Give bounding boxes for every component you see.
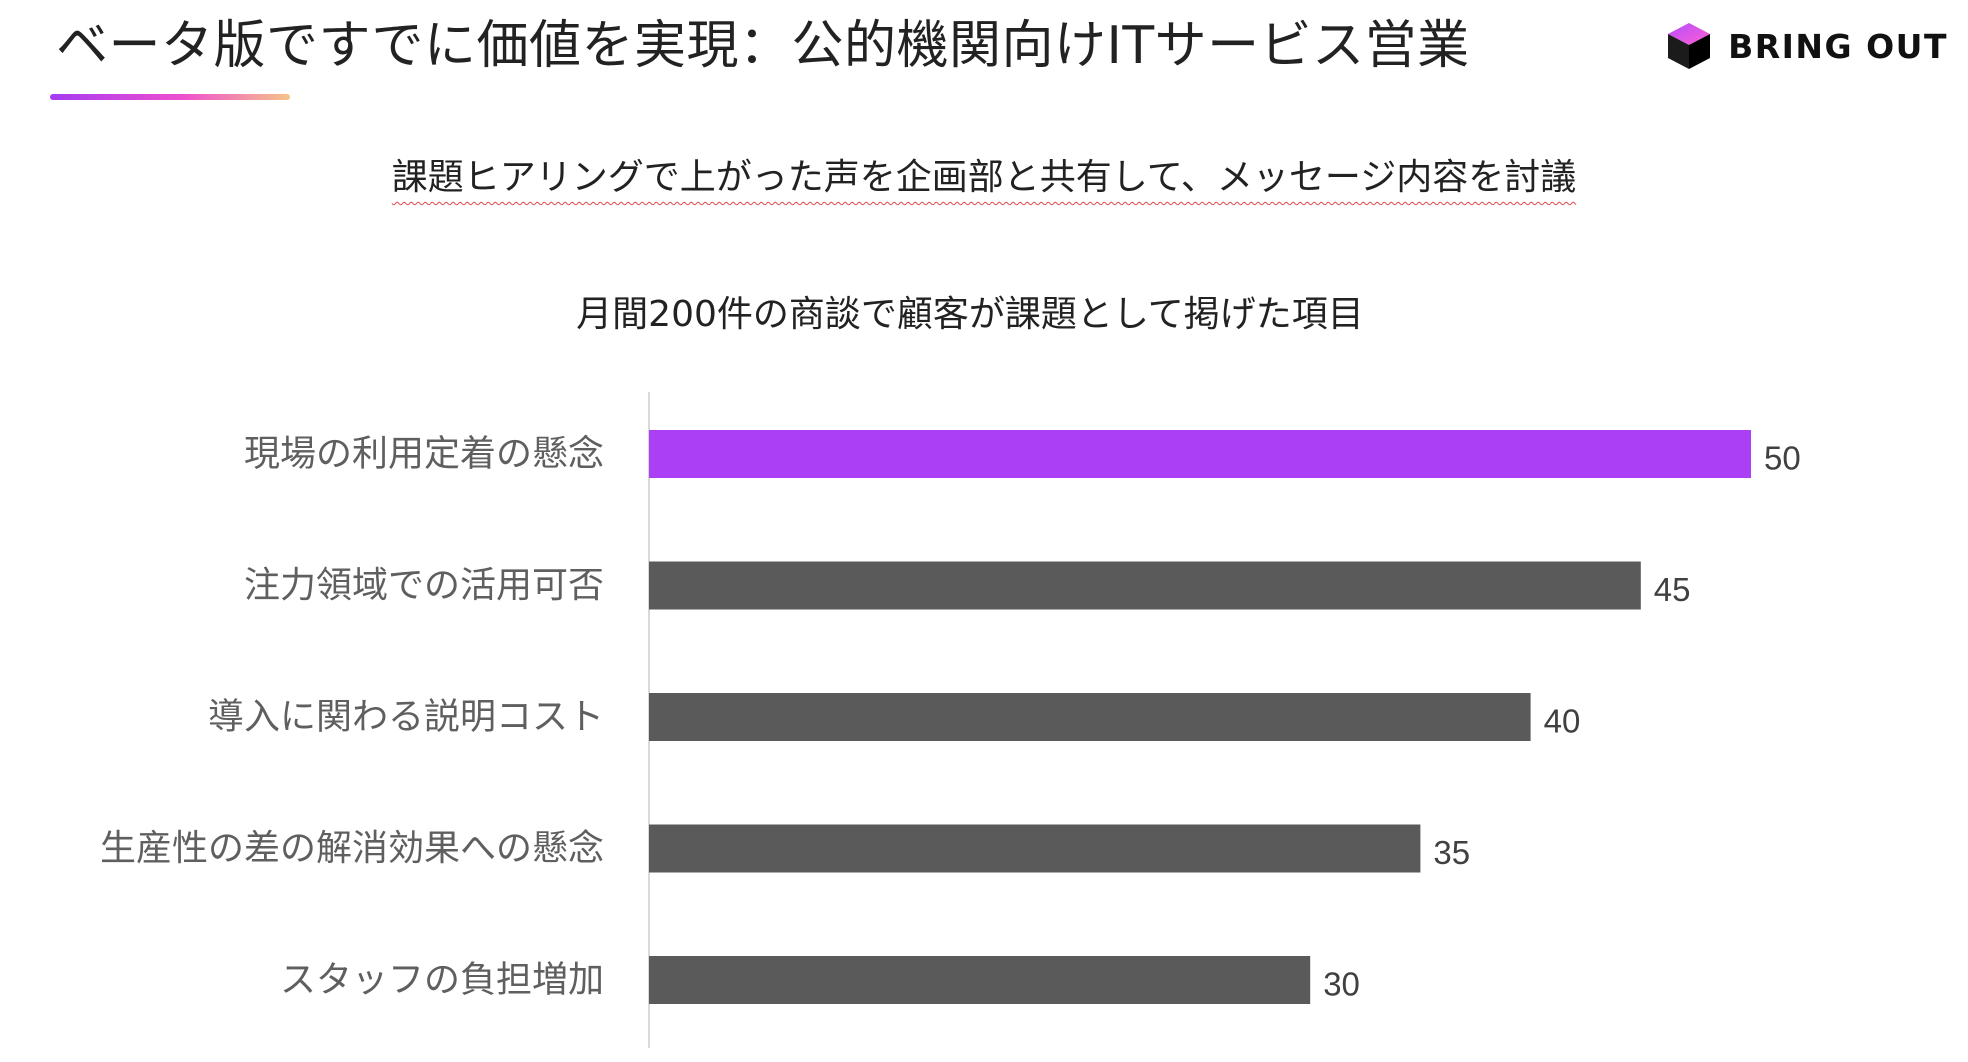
brand-logo-group: BRING OUT xyxy=(1666,18,1948,74)
category-label: 注力領域での活用可否 xyxy=(244,565,604,606)
value-label: 50 xyxy=(1764,440,1801,477)
value-label: 35 xyxy=(1433,834,1470,871)
bar xyxy=(649,430,1751,478)
slide-subtitle: 課題ヒアリングで上がった声を企画部と共有して、メッセージ内容を討議 xyxy=(0,150,1968,206)
chart-title: 月間200件の商談で顧客が課題として掲げた項目 xyxy=(576,294,1364,335)
value-label: 40 xyxy=(1544,703,1581,740)
bar xyxy=(649,561,1641,610)
category-label: スタッフの負担増加 xyxy=(280,960,604,1001)
brand-name: BRING OUT xyxy=(1728,26,1948,66)
bar xyxy=(649,956,1311,1004)
bar xyxy=(649,824,1421,873)
page-title: ベータ版ですでに価値を実現：公的機関向けITサービス営業 xyxy=(56,16,1470,76)
category-label: 生産性の差の解消効果への懸念 xyxy=(100,828,604,869)
category-label: 導入に関わる説明コスト xyxy=(208,697,604,738)
cube-logo-icon xyxy=(1668,23,1711,69)
value-label: 45 xyxy=(1654,571,1691,608)
title-underline-accent xyxy=(50,94,290,100)
subtitle-text: 課題ヒアリングで上がった声を企画部と共有して、メッセージ内容を討議 xyxy=(391,157,1577,198)
value-label: 30 xyxy=(1323,966,1360,1003)
category-label: 現場の利用定着の懸念 xyxy=(244,434,604,475)
bar xyxy=(649,693,1531,741)
